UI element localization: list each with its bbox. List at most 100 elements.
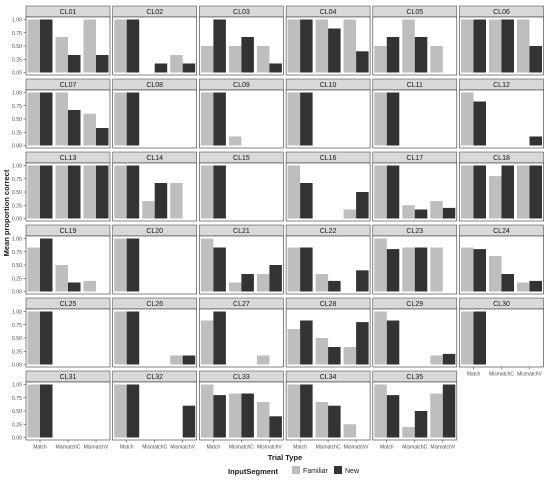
bar-new-mismatchv [442, 207, 456, 219]
y-tick-label: 1.00 [12, 18, 22, 24]
bar-familiar-mismatchc [489, 19, 502, 73]
bar-familiar-match [200, 92, 214, 146]
bar-familiar-match [287, 165, 301, 219]
bar-familiar-mismatchv [256, 46, 270, 73]
bar-new-match [126, 384, 140, 438]
y-tick-label: 0.00 [12, 144, 22, 150]
bar-new-mismatchv [529, 136, 542, 146]
x-tick-label: MismatchV [517, 372, 542, 378]
facet-label: CL08 [146, 82, 163, 89]
bar-familiar-mismatchv [517, 165, 530, 219]
bar-new-match [126, 92, 140, 146]
facet-label: CL23 [406, 228, 423, 235]
bar-familiar-mismatchv [517, 19, 530, 73]
bar-familiar-match [114, 238, 127, 292]
x-tick-label: Match [380, 445, 394, 451]
x-tick-label: MismatchC [402, 445, 427, 451]
y-tick-label: 0.00 [12, 71, 22, 77]
y-tick-label: 0.50 [12, 190, 22, 196]
bar-familiar-mismatchc [228, 282, 242, 292]
bar-new-match [300, 384, 313, 438]
y-tick-label: 0.00 [12, 436, 22, 442]
legend-swatch-familiar [292, 466, 300, 474]
facet-label: CL14 [146, 155, 163, 162]
facet-label: CL05 [406, 9, 423, 16]
x-tick-label: MismatchC [55, 445, 80, 451]
bar-familiar-mismatchc [315, 338, 329, 365]
y-axis-title: Mean proportion correct [2, 169, 11, 256]
facet-label: CL21 [233, 228, 250, 235]
y-tick-label: 0.75 [12, 396, 22, 402]
bar-new-match [386, 320, 400, 365]
bar-new-match [40, 311, 53, 365]
bar-familiar-mismatchv [170, 355, 183, 365]
bar-familiar-mismatchc [228, 393, 242, 438]
bar-new-match [386, 165, 400, 219]
facet-label: CL10 [320, 82, 337, 89]
y-tick-label: 0.25 [12, 203, 22, 209]
x-tick-label: MismatchV [257, 445, 282, 451]
bar-new-match [126, 311, 140, 365]
bar-familiar-mismatchc [402, 205, 415, 219]
bar-familiar-mismatchc [315, 274, 329, 292]
y-tick-label: 0.75 [12, 250, 22, 256]
bar-familiar-mismatchc [55, 265, 68, 292]
bar-new-match [40, 238, 53, 292]
y-tick-label: 1.00 [12, 164, 22, 170]
bar-familiar-match [374, 46, 387, 73]
facet-label: CL31 [60, 374, 77, 381]
y-tick-label: 0.25 [12, 349, 22, 355]
x-tick-label: MismatchC [142, 445, 167, 451]
y-tick-label: 1.00 [12, 237, 22, 243]
facet-label: CL28 [320, 301, 337, 308]
bar-familiar-match [27, 92, 40, 146]
bar-new-match [40, 165, 53, 219]
bar-familiar-match [287, 92, 301, 146]
bar-new-mismatchv [442, 384, 456, 438]
bar-new-match [386, 249, 400, 292]
bar-new-mismatchc [501, 165, 514, 219]
facet-label: CL12 [493, 82, 510, 89]
y-tick-label: 0.75 [12, 177, 22, 183]
bar-new-mismatchc [68, 55, 81, 73]
bar-familiar-match [27, 247, 40, 292]
x-tick-label: Match [293, 445, 307, 451]
legend-title: InputSegment [228, 467, 279, 476]
facet-label: CL04 [320, 9, 337, 16]
bar-new-mismatchv [96, 165, 109, 219]
facet-label: CL09 [233, 82, 250, 89]
facet-label: CL33 [233, 374, 250, 381]
y-tick-label: 0.50 [12, 44, 22, 50]
bar-new-mismatchv [269, 265, 282, 292]
bar-familiar-match [114, 165, 127, 219]
y-tick-label: 0.50 [12, 336, 22, 342]
bar-familiar-match [374, 92, 387, 146]
bar-familiar-mismatchv [343, 347, 357, 365]
bar-new-match [213, 395, 226, 438]
bar-familiar-mismatchv [343, 424, 357, 438]
bar-familiar-match [200, 384, 214, 438]
bar-new-match [386, 92, 400, 146]
y-tick-label: 0.25 [12, 422, 22, 428]
bar-familiar-match [374, 165, 387, 219]
y-tick-label: 0.00 [12, 363, 22, 369]
bar-new-match [473, 311, 486, 365]
facet-label: CL32 [146, 374, 163, 381]
bar-familiar-mismatchc [55, 165, 68, 219]
facet-label: CL17 [406, 155, 423, 162]
bar-new-match [473, 165, 486, 219]
facet-label: CL06 [493, 9, 510, 16]
bar-new-mismatchc [328, 280, 341, 292]
bar-new-mismatchc [241, 393, 254, 438]
bar-new-match [213, 311, 226, 365]
bar-familiar-mismatchc [55, 92, 68, 146]
y-tick-label: 0.00 [12, 290, 22, 296]
bar-new-mismatchv [529, 280, 542, 292]
bar-new-mismatchc [501, 274, 514, 292]
bar-familiar-mismatchv [256, 274, 270, 292]
bar-new-mismatchc [328, 28, 341, 73]
facet-label: CL11 [407, 82, 423, 89]
facet-label: CL03 [233, 9, 250, 16]
bar-new-match [40, 92, 53, 146]
